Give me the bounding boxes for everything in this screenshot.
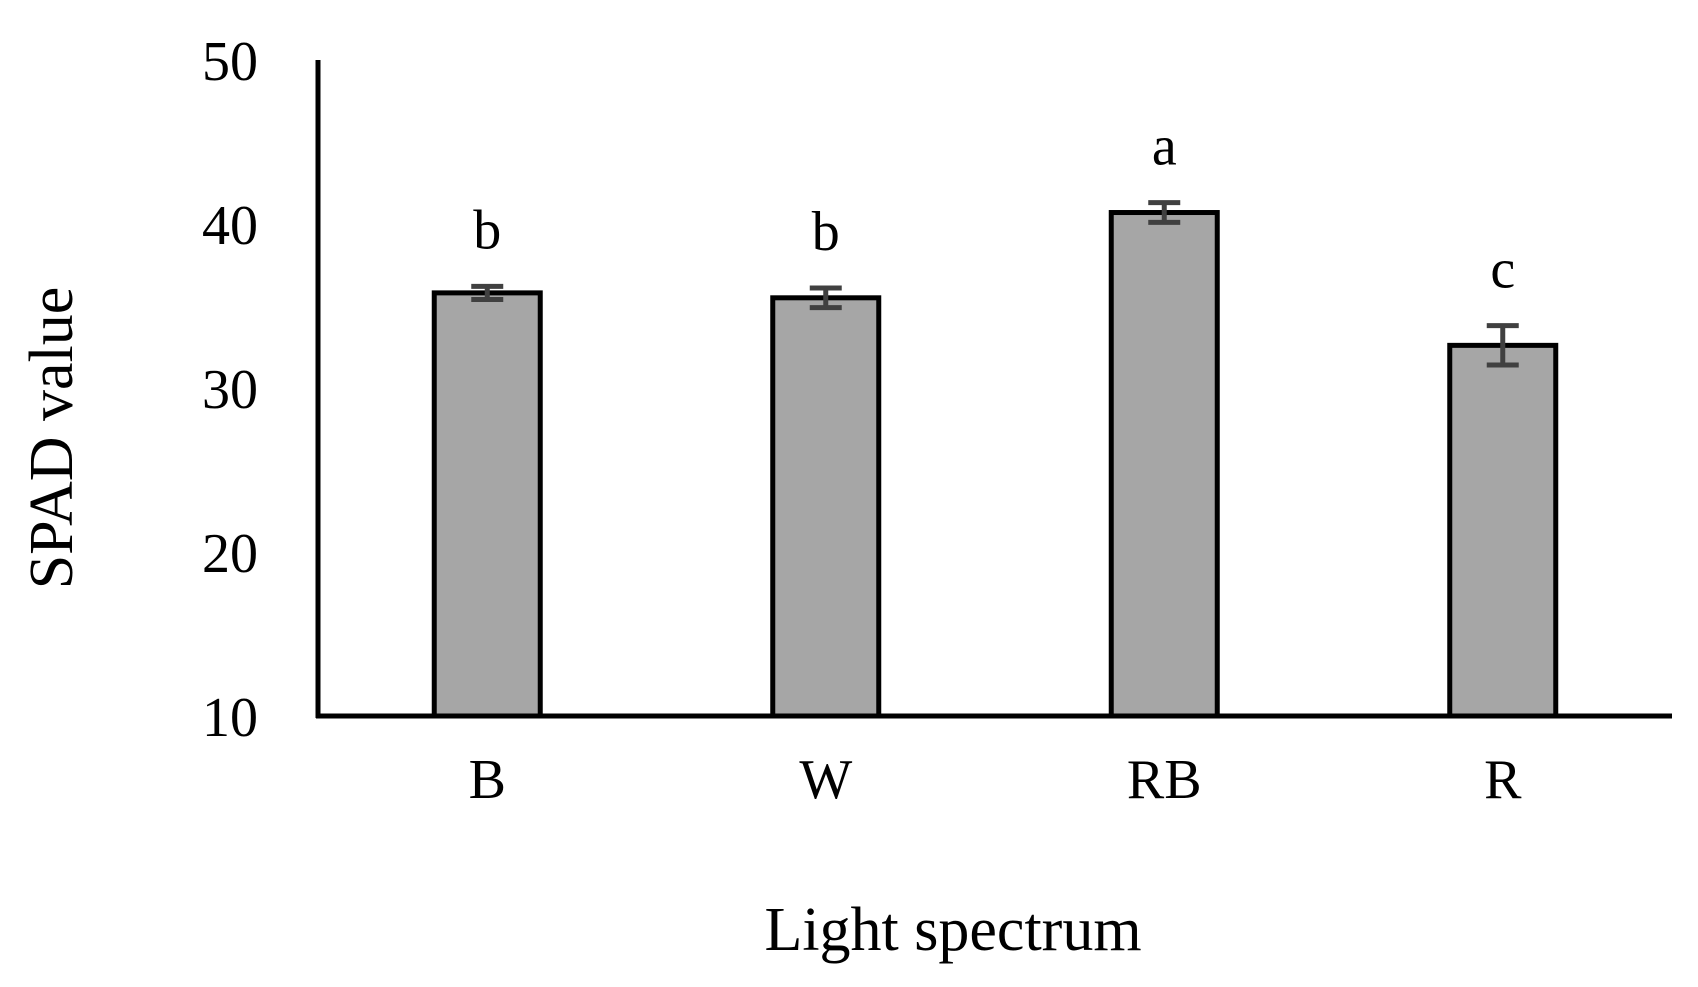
axes-layer — [315, 60, 1672, 719]
bar-r — [1447, 342, 1559, 719]
significance-letters: b b a c — [473, 116, 1515, 301]
significance-letter-rb: a — [1152, 116, 1177, 178]
bar-rb — [1108, 210, 1220, 719]
y-tick-label: 50 — [202, 31, 258, 93]
significance-letter-b: b — [473, 199, 501, 261]
bar-b — [431, 290, 543, 719]
significance-letter-w: b — [812, 201, 840, 263]
significance-letter-r: c — [1490, 239, 1515, 301]
error-bar-rb — [1148, 200, 1181, 225]
x-tick-label-r: R — [1484, 749, 1522, 811]
error-bars-layer — [471, 200, 1519, 368]
bar-w — [770, 295, 882, 719]
y-tick-label: 30 — [202, 359, 258, 421]
x-axis-title: Light spectrum — [764, 896, 1141, 964]
y-tick-label: 20 — [202, 523, 258, 585]
y-axis-title: SPAD value — [18, 287, 86, 590]
x-category-labels: B W RB R — [469, 749, 1523, 811]
y-tick-labels: 10 20 30 40 50 — [202, 31, 258, 749]
x-tick-label-rb: RB — [1127, 749, 1202, 811]
bars-layer — [431, 210, 1559, 719]
error-bar-r — [1486, 323, 1519, 368]
y-tick-label: 40 — [202, 195, 258, 257]
error-bar-w — [809, 285, 842, 311]
x-tick-label-w: W — [799, 749, 852, 811]
y-tick-label: 10 — [202, 687, 258, 749]
error-bar-b — [471, 283, 504, 302]
x-tick-label-b: B — [469, 749, 506, 811]
